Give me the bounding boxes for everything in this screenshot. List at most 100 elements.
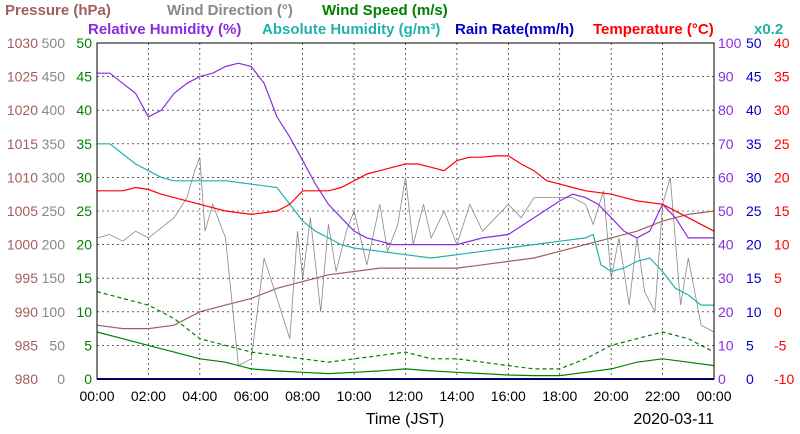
y-tick-label: 40 [718, 237, 734, 253]
y-tick-label: 0 [774, 304, 782, 320]
series-line [97, 143, 714, 306]
series-line [96, 210, 715, 330]
chart-series [96, 62, 715, 380]
y-tick-label: 150 [42, 270, 66, 286]
y-tick-label: 50 [718, 203, 734, 219]
y-tick-label: 10 [774, 237, 790, 253]
plot-frame [96, 42, 715, 380]
y-tick-label: 30 [718, 270, 734, 286]
series-line [97, 155, 715, 232]
y-tick-label: 40 [746, 102, 762, 118]
y-tick-label: 20 [746, 237, 762, 253]
y-tick-label: 5 [774, 270, 782, 286]
legend-entry: Wind Direction (°) [167, 2, 293, 19]
y-tick-label: 1005 [7, 203, 38, 219]
y-tick-label: 25 [76, 203, 92, 219]
y-tick-label: 5 [746, 337, 754, 353]
y-tick-label: 35 [76, 136, 92, 152]
y-tick-label: 400 [42, 102, 66, 118]
y-tick-label: 15 [76, 270, 92, 286]
y-tick-label: 20 [774, 169, 790, 185]
y-tick-label: 50 [49, 337, 65, 353]
y-tick-label: 15 [774, 203, 790, 219]
y-tick-label: 0 [746, 371, 754, 387]
y-tick-label: 40 [76, 102, 92, 118]
x-tick-label: 18:00 [542, 388, 577, 404]
y-tick-label: 0 [57, 371, 65, 387]
y-tick-label: 200 [42, 237, 66, 253]
y-tick-label: 1010 [7, 169, 38, 185]
y-tick-label: 1030 [7, 35, 38, 51]
y-tick-label: -5 [774, 337, 787, 353]
x-tick-label: 10:00 [337, 388, 372, 404]
chart-legend: Pressure (hPa) Wind Direction (°) Wind Spe… [5, 2, 714, 38]
series-line [96, 291, 715, 370]
y-tick-label: 45 [76, 69, 92, 85]
series-line [97, 62, 714, 246]
y-tick-label: 350 [42, 136, 66, 152]
x-tick-label: 22:00 [645, 388, 680, 404]
y-tick-label: 25 [774, 136, 790, 152]
y-tick-label: 985 [15, 337, 39, 353]
x-tick-label: 02:00 [131, 388, 166, 404]
y-tick-label: 10 [718, 337, 734, 353]
axis-ticks: 00:00 02:00 04:00 06:00 08:00 10:00 12:00 14:00… [7, 35, 795, 404]
series-line [96, 157, 715, 367]
y-tick-label: 10 [746, 304, 762, 320]
y-tick-label: 0 [718, 371, 726, 387]
y-tick-label: 30 [746, 169, 762, 185]
y-tick-label: 30 [774, 102, 790, 118]
x-tick-label: 08:00 [285, 388, 320, 404]
x-tick-label: 04:00 [182, 388, 217, 404]
y-tick-label: 50 [746, 35, 762, 51]
x-tick-label: 06:00 [234, 388, 269, 404]
y-tick-label: -10 [774, 371, 794, 387]
y-tick-label: 1025 [7, 69, 38, 85]
y-tick-label: 990 [15, 304, 39, 320]
series-line [96, 331, 715, 377]
y-tick-label: 10 [76, 304, 92, 320]
y-tick-label: 70 [718, 136, 734, 152]
legend-entry: Temperature (°C) [593, 21, 714, 38]
y-tick-label: 90 [718, 69, 734, 85]
y-tick-label: 60 [718, 169, 734, 185]
y-tick-label: 1020 [7, 102, 38, 118]
legend-entry: Relative Humidity (%) [88, 21, 241, 38]
y-tick-label: 500 [42, 35, 66, 51]
y-tick-label: 995 [15, 270, 39, 286]
y-tick-label: 45 [746, 69, 762, 85]
legend-entry: Pressure (hPa) [5, 2, 111, 19]
x-tick-label: 00:00 [79, 388, 114, 404]
y-tick-label: 1000 [7, 237, 38, 253]
y-tick-label: 1015 [7, 136, 38, 152]
y-tick-label: 25 [746, 203, 762, 219]
y-tick-label: 35 [746, 136, 762, 152]
y-tick-label: 980 [15, 371, 39, 387]
x-tick-label: 12:00 [388, 388, 423, 404]
y-tick-label: 300 [42, 169, 66, 185]
legend-entry: Wind Speed (m/s) [322, 2, 448, 19]
chart-grid [96, 42, 715, 380]
x-tick-label: 16:00 [491, 388, 526, 404]
y-tick-label: 5 [84, 337, 92, 353]
y-tick-label: 20 [76, 237, 92, 253]
y-tick-label: 80 [718, 102, 734, 118]
x-tick-label: 14:00 [439, 388, 474, 404]
y-tick-label: 15 [746, 270, 762, 286]
y-tick-label: 50 [76, 35, 92, 51]
y-tick-label: 450 [42, 69, 66, 85]
y-tick-label: 250 [42, 203, 66, 219]
y-tick-label: 35 [774, 69, 790, 85]
x-axis-title: Time (JST) [366, 411, 445, 428]
y-tick-label: 40 [774, 35, 790, 51]
corner-note: x0.2 [754, 21, 783, 38]
chart-date: 2020-03-11 [633, 411, 714, 428]
legend-entry: Rain Rate(mm/h) [455, 21, 574, 38]
y-tick-label: 20 [718, 304, 734, 320]
x-tick-label: 20:00 [594, 388, 629, 404]
x-tick-label: 00:00 [696, 388, 731, 404]
y-tick-label: 30 [76, 169, 92, 185]
y-tick-label: 0 [84, 371, 92, 387]
y-tick-label: 100 [42, 304, 66, 320]
